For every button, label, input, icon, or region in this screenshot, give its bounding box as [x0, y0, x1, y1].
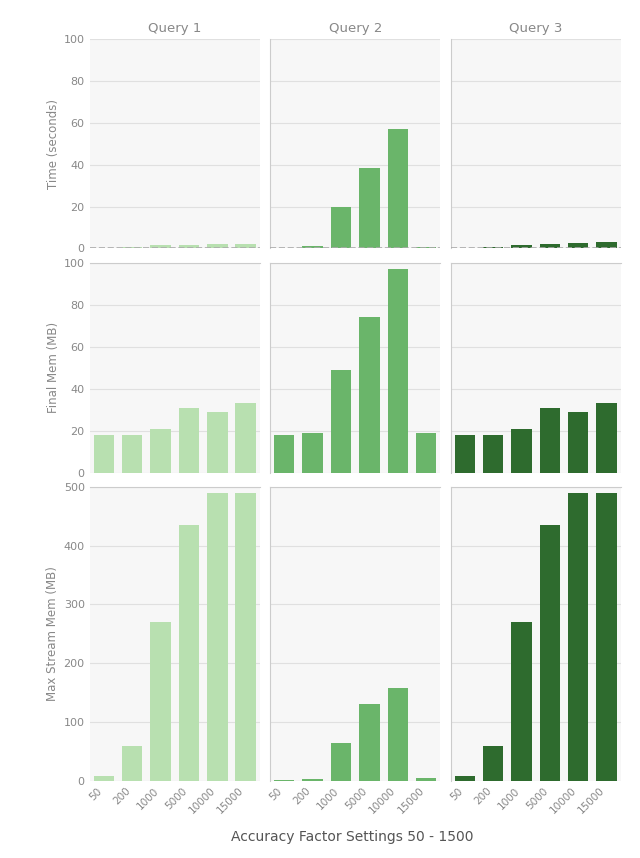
Bar [454, 776, 475, 781]
Bar [303, 432, 323, 473]
Bar [540, 245, 560, 249]
Title: Query 2: Query 2 [328, 21, 382, 34]
Bar [303, 779, 323, 781]
Bar [236, 403, 256, 473]
Bar [236, 244, 256, 249]
Bar [483, 435, 503, 473]
Bar [568, 492, 588, 781]
Bar [207, 245, 227, 249]
Bar [416, 247, 436, 249]
Bar [511, 429, 532, 473]
Bar [122, 247, 142, 249]
Bar [596, 492, 617, 781]
Bar [388, 129, 408, 249]
Bar [511, 622, 532, 781]
Bar [93, 776, 114, 781]
Bar [303, 246, 323, 249]
Bar [207, 412, 227, 473]
Bar [388, 269, 408, 473]
Bar [150, 622, 171, 781]
Bar [236, 492, 256, 781]
Bar [359, 167, 380, 249]
Bar [568, 244, 588, 249]
Bar [331, 370, 351, 473]
Text: Accuracy Factor Settings 50 - 1500: Accuracy Factor Settings 50 - 1500 [231, 830, 473, 843]
Bar [540, 525, 560, 781]
Bar [207, 492, 227, 781]
Bar [179, 525, 199, 781]
Bar [596, 403, 617, 473]
Bar [179, 245, 199, 249]
Bar [150, 245, 171, 249]
Bar [483, 746, 503, 781]
Y-axis label: Max Stream Mem (MB): Max Stream Mem (MB) [47, 566, 60, 701]
Title: Query 3: Query 3 [509, 21, 563, 34]
Bar [179, 408, 199, 473]
Bar [416, 432, 436, 473]
Bar [568, 412, 588, 473]
Bar [93, 435, 114, 473]
Bar [122, 435, 142, 473]
Bar [483, 247, 503, 249]
Title: Query 1: Query 1 [148, 21, 202, 34]
Bar [122, 746, 142, 781]
Y-axis label: Time (seconds): Time (seconds) [47, 99, 60, 189]
Bar [274, 435, 294, 473]
Bar [416, 778, 436, 781]
Bar [454, 435, 475, 473]
Bar [359, 317, 380, 473]
Bar [388, 688, 408, 781]
Bar [511, 245, 532, 249]
Bar [359, 704, 380, 781]
Bar [150, 429, 171, 473]
Bar [331, 207, 351, 249]
Bar [540, 408, 560, 473]
Bar [274, 780, 294, 781]
Bar [331, 742, 351, 781]
Y-axis label: Final Mem (MB): Final Mem (MB) [47, 322, 60, 414]
Bar [596, 242, 617, 249]
